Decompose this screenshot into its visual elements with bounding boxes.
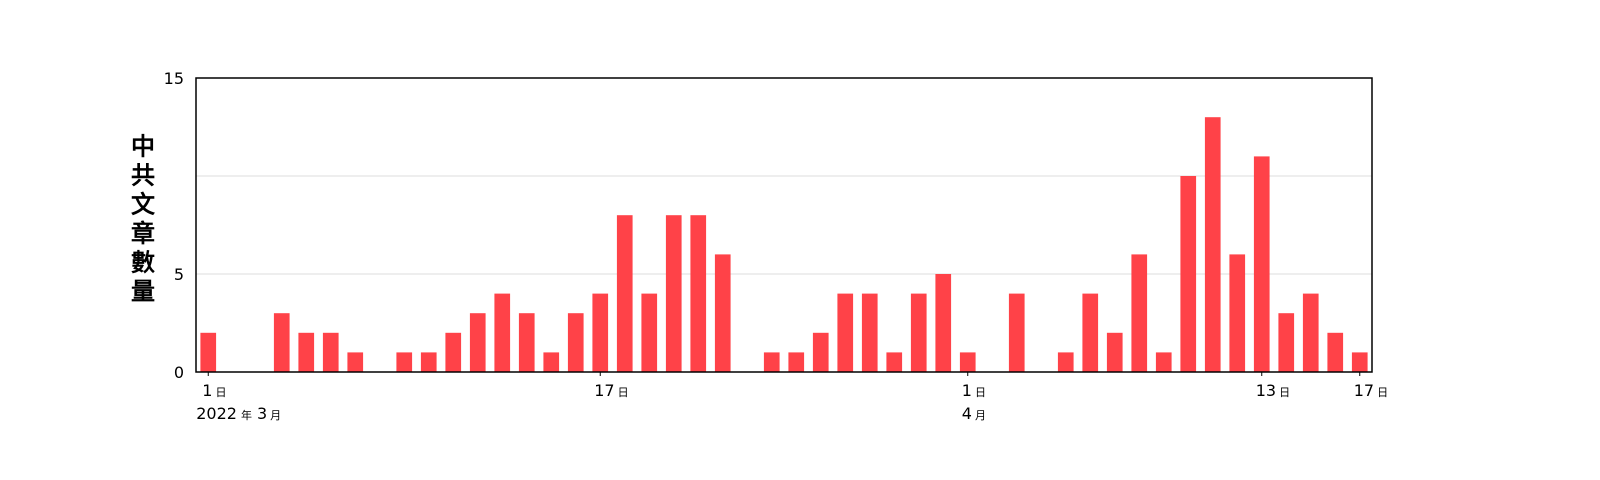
bar xyxy=(1057,352,1074,372)
bars xyxy=(200,117,1368,372)
bar xyxy=(1180,176,1197,372)
bar xyxy=(959,352,976,372)
bar xyxy=(886,352,903,372)
x-tick-label: 17 日 xyxy=(594,381,628,400)
bar xyxy=(1278,313,1295,372)
bar xyxy=(788,352,805,372)
bar xyxy=(1082,293,1099,372)
bar xyxy=(592,293,609,372)
bar xyxy=(1131,254,1148,372)
bar xyxy=(298,332,315,372)
bar xyxy=(665,215,682,372)
bar xyxy=(200,332,217,372)
bar xyxy=(861,293,878,372)
bar xyxy=(1106,332,1123,372)
bar xyxy=(445,332,462,372)
plot-frame xyxy=(195,77,1373,373)
y-tick-label: 5 xyxy=(174,265,184,284)
x-axis-ticks: 1 日 2022 年 3 月 17 日 1 日 4 月 13 日 17 日 xyxy=(196,372,1388,423)
bar xyxy=(1302,293,1319,372)
bar xyxy=(641,293,658,372)
bar xyxy=(616,215,633,372)
bar xyxy=(935,274,952,372)
bar xyxy=(690,215,707,372)
bar xyxy=(1327,332,1344,372)
bar xyxy=(494,293,511,372)
bar xyxy=(763,352,780,372)
bar xyxy=(347,352,364,372)
bar xyxy=(396,352,413,372)
bar xyxy=(1229,254,1246,372)
bar xyxy=(420,352,437,372)
x-tick-month-label: 2022 年 3 月 xyxy=(196,404,281,423)
bar xyxy=(812,332,829,372)
bar xyxy=(1155,352,1172,372)
gridlines xyxy=(196,175,1372,275)
x-tick-label: 17 日 xyxy=(1354,381,1388,400)
y-axis-label: 中共文章數量 xyxy=(131,133,156,306)
bar xyxy=(469,313,486,372)
bar xyxy=(1008,293,1025,372)
bar xyxy=(1253,156,1270,372)
bar xyxy=(714,254,731,372)
y-tick-label: 15 xyxy=(164,69,184,88)
bar xyxy=(837,293,854,372)
bar xyxy=(910,293,927,372)
x-tick-label: 13 日 xyxy=(1256,381,1290,400)
bar xyxy=(1351,352,1368,372)
bar xyxy=(322,332,339,372)
y-tick-label: 0 xyxy=(174,363,184,382)
bar xyxy=(518,313,535,372)
bar xyxy=(567,313,584,372)
y-axis-ticks: 0 5 15 xyxy=(164,69,184,382)
bar xyxy=(1204,117,1221,372)
bar xyxy=(543,352,560,372)
bar xyxy=(273,313,290,372)
